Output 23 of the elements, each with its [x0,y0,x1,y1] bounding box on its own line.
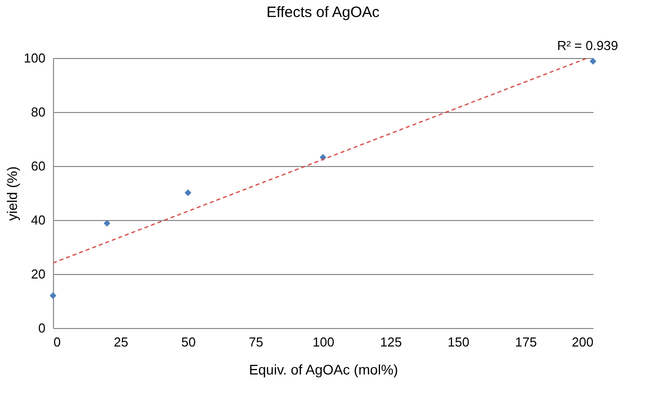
point [184,189,192,196]
x-tick-label: 200 [572,334,594,350]
chart-title: Effects of AgOAc [266,4,380,21]
x-axis-title: Equiv. of AgOAc (mol%) [248,362,398,378]
x-tick-label: 0 [54,334,61,350]
x-tick-label: 150 [448,334,470,350]
point [590,58,596,65]
y-tick-label: 0 [38,320,46,336]
point [104,220,110,227]
point [50,292,56,299]
x-tick-label: 175 [515,334,537,350]
annotation: R² = 0.939 [557,38,618,53]
x-tick-label: 25 [114,334,128,350]
y-tick-label: 80 [31,104,46,120]
x-tick-label: 50 [181,334,196,350]
y-tick-label: 40 [31,212,46,228]
y-axis-title: yield (%) [4,166,20,221]
x-tick-label: 100 [312,334,334,350]
x-tick-label: 75 [248,334,264,350]
y-tick-label: 20 [31,266,46,282]
x-tick-label: 125 [380,334,402,350]
y-tick-label: 60 [31,158,46,174]
y-tick-label: 100 [24,50,46,66]
